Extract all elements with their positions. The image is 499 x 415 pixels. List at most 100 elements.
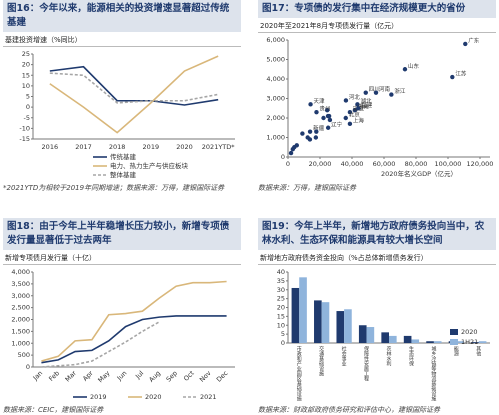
- point: [343, 98, 349, 103]
- bar: [321, 302, 330, 343]
- line-series: [49, 65, 219, 106]
- y-tick-label: 35: [277, 277, 285, 285]
- point: [450, 74, 455, 80]
- chart-subtitle: 新增专项债月发行量（十亿）: [3, 250, 241, 265]
- point-label: 北京: [349, 111, 361, 119]
- bar: [299, 277, 307, 343]
- x-tick-label: Apr: [81, 369, 95, 383]
- point: [373, 90, 379, 95]
- y-tick-label: 1,000: [11, 339, 30, 347]
- figure-title: 图16：今年以来，能源相关的投资增速显著超过传统基建: [3, 0, 241, 32]
- x-tick-label: Feb: [47, 369, 61, 383]
- x-tick-label: May: [96, 369, 111, 384]
- panel: 图16：今年以来，能源相关的投资增速显著超过传统基建 基建投资增速（%同比） -…: [3, 0, 241, 193]
- point-label: 辽宁: [331, 120, 343, 128]
- y-tick-label: 6,000: [266, 36, 285, 44]
- point-label: 贵州: [319, 105, 330, 113]
- point-label: 湖南: [358, 103, 370, 111]
- panel: 图18：由于今年上半年稳增长压力较小，新增专项债发行量显著低于过去两年 新增专项…: [3, 218, 241, 415]
- point-label: 河北: [349, 93, 361, 101]
- point: [325, 125, 331, 130]
- bar: [366, 327, 375, 343]
- y-tick-label: 25: [22, 50, 30, 58]
- point: [402, 67, 408, 72]
- bar: [471, 342, 479, 343]
- legend-swatch: [450, 339, 458, 345]
- x-tick-label: 60,000: [373, 160, 396, 168]
- source-note: 数据来源：万得，建银国际证券: [258, 184, 356, 192]
- x-tick-label: Mar: [64, 369, 79, 384]
- bar: [381, 332, 389, 343]
- x-tick-label: 2018: [109, 143, 126, 151]
- x-tick-label: 城乡冷链等物流基础设施: [430, 345, 436, 402]
- y-tick-label: 4,000: [266, 75, 285, 83]
- y-tick-label: -15: [19, 135, 30, 143]
- y-tick-label: 5,000: [266, 56, 285, 64]
- x-tick-label: 100,000: [435, 160, 462, 168]
- y-tick-label: 2,000: [11, 316, 30, 324]
- point-label: 福建: [361, 101, 373, 109]
- x-tick-label: 20,000: [309, 160, 332, 168]
- x-tick-label: 2016: [42, 143, 59, 151]
- x-tick-label: 2017: [75, 143, 92, 151]
- y-tick-label: 1,000: [266, 134, 285, 142]
- x-tick-label: 120,000: [467, 160, 494, 168]
- point: [305, 135, 310, 140]
- source-note: *2021YTD为相较于2019年同期增速；数据来源：万得，建银国际证券: [3, 184, 225, 192]
- point-label: 湖北: [360, 97, 372, 105]
- point: [352, 108, 358, 113]
- y-tick-label: 10: [22, 82, 30, 90]
- line-series: [41, 321, 160, 368]
- point: [327, 117, 333, 123]
- y-tick-label: 0: [281, 339, 285, 347]
- x-tick-label: Dec: [215, 369, 230, 384]
- line-series: [49, 72, 219, 104]
- x-tick-label: 2020: [176, 143, 193, 151]
- x-tick-label: 80,000: [405, 160, 428, 168]
- x-axis-label: 2020年名义GDP（亿元）: [381, 169, 457, 178]
- source-note: 数据来源：财政部政府债务研究和评估中心，建银国际证券: [258, 406, 440, 414]
- point-label: 河南: [379, 85, 391, 93]
- legend-label: 2021: [200, 393, 217, 401]
- x-tick-label: 2021YTD*: [202, 143, 235, 151]
- y-tick-label: 2,000: [266, 114, 285, 122]
- y-tick-label: 15: [277, 312, 285, 320]
- y-tick-label: 5: [281, 330, 285, 338]
- bar: [478, 341, 487, 343]
- bar: [291, 287, 300, 343]
- y-tick-label: -10: [19, 124, 30, 132]
- point-label: 江苏: [455, 70, 467, 78]
- legend-swatch: [450, 329, 458, 335]
- x-tick-label: 交通基础设施: [318, 345, 324, 377]
- y-tick-label: 40: [277, 268, 285, 276]
- point-label: 浙江: [394, 87, 406, 95]
- y-tick-label: 500: [18, 351, 30, 359]
- y-tick-label: 1,500: [11, 327, 30, 335]
- x-tick-label: Jan: [31, 369, 44, 382]
- y-tick-label: 0: [26, 103, 30, 111]
- point: [314, 109, 319, 115]
- x-tick-label: 能源: [453, 345, 459, 357]
- point: [313, 135, 319, 140]
- point: [300, 131, 305, 136]
- chart-subtitle: 基建投资增速（%同比）: [3, 32, 241, 47]
- point: [288, 150, 294, 156]
- y-tick-label: 4,000: [11, 268, 30, 276]
- x-tick-label: 市政和产业园区基础设施: [296, 345, 302, 402]
- x-tick-label: 2019: [143, 143, 160, 151]
- point-label: 上海: [353, 116, 365, 124]
- point-label: 四川: [369, 86, 380, 93]
- legend-label: 电力、热力生产与供应板块: [110, 161, 189, 170]
- point-label: 天津: [314, 98, 326, 105]
- line-series: [49, 55, 219, 134]
- y-tick-label: 15: [22, 71, 30, 79]
- point: [356, 106, 361, 111]
- point: [347, 109, 353, 115]
- chart: -15 -10 -5 0 5 10 15 20 25 2016 2017 2018 2019 2020 20…: [19, 50, 235, 179]
- bar: [314, 300, 322, 343]
- point: [325, 108, 330, 113]
- x-tick-label: 其他: [475, 346, 481, 357]
- point-label: 新疆: [313, 124, 325, 132]
- bar: [344, 309, 352, 343]
